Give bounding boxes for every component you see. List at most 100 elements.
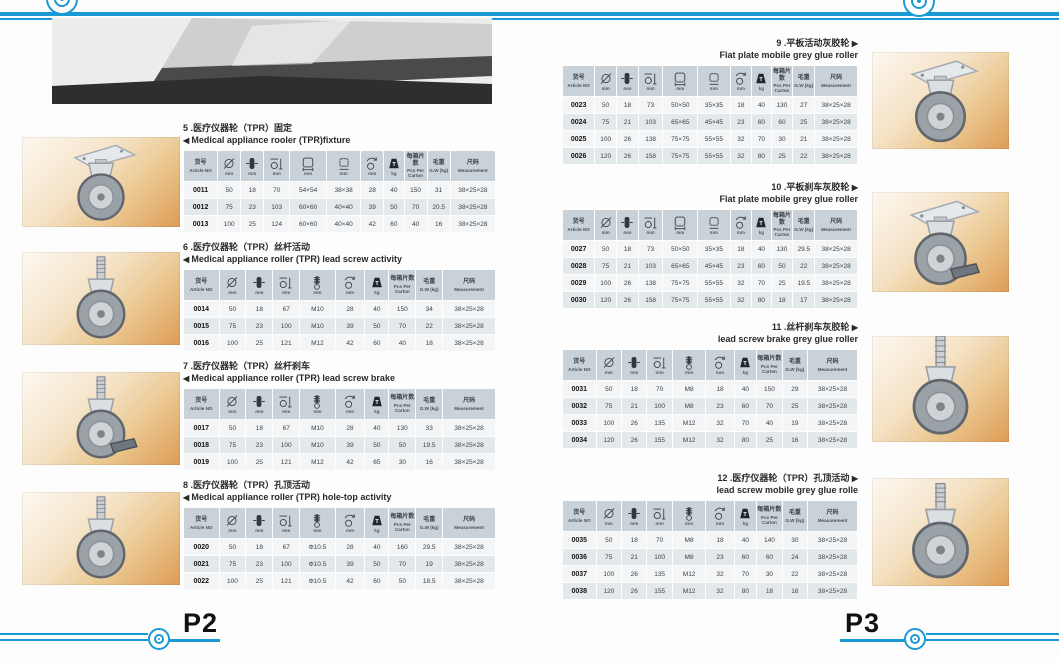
plate-size-icon	[675, 72, 686, 87]
left-arrow-icon: ◀	[183, 135, 192, 145]
spec-cell: 67	[273, 420, 300, 437]
wheel-width-icon: mm	[246, 389, 273, 420]
spec-cell: 67	[273, 539, 300, 556]
diameter-icon: mm	[596, 350, 621, 381]
table-row: 0024 75 21 103 65×65 45×45 23 60 60 25 38×25×28	[563, 114, 857, 131]
spec-cell: 32	[730, 148, 752, 165]
article-no-header: 货号 Article NO	[563, 501, 596, 532]
caster-photo-flat-plate-mobile	[872, 52, 1009, 149]
spec-cell: 22	[782, 566, 808, 583]
spec-cell: 75	[596, 549, 621, 566]
unit-label: mm	[255, 290, 264, 296]
wheel-width-icon: mm	[621, 350, 647, 381]
spec-cell: 38×25×28	[808, 432, 857, 449]
mount-height-icon: mm	[273, 389, 300, 420]
spec-cell: 50	[389, 573, 416, 590]
diameter-icon	[227, 515, 238, 526]
spec-cell: 42	[335, 454, 365, 471]
spec-cell: 32	[706, 566, 734, 583]
spec-cell: 40	[404, 216, 427, 233]
spec-cell: 28	[335, 420, 365, 437]
spec-cell: M12	[672, 583, 706, 600]
unit-label: kg	[374, 290, 380, 296]
swivel-radius-icon	[735, 216, 746, 229]
column-header-en: Pcs Per Carton	[761, 363, 778, 375]
article-no-cell: 0015	[184, 318, 219, 335]
section-title-en: ◀ Medical appliance roller (TPR) lead sc…	[183, 253, 402, 264]
spec-cell: 38×25×28	[808, 583, 857, 600]
diameter-icon	[227, 277, 238, 288]
column-header-zh: 货号	[572, 218, 585, 225]
stem-thread-icon: mm	[300, 270, 335, 301]
wheel-width-icon	[253, 515, 266, 527]
spec-cell: 18	[706, 532, 734, 549]
mount-height-icon	[644, 73, 657, 85]
unit-label: mm	[339, 171, 348, 177]
bolt-pitch-icon: mm	[698, 210, 730, 241]
unit-label: mm	[228, 290, 237, 296]
diameter-icon: mm	[596, 501, 621, 532]
unit-label: kg	[758, 230, 765, 236]
right-arrow-icon: ▶	[851, 39, 858, 48]
spec-cell: 38×25×28	[443, 556, 495, 573]
spec-cell: 75	[595, 114, 617, 131]
spec-cell: 70	[752, 131, 771, 148]
spec-cell: 19	[782, 415, 808, 432]
article-no-cell: 0011	[184, 182, 218, 199]
spec-cell: 21	[621, 398, 647, 415]
spec-cell: 38×38	[327, 182, 361, 199]
article-no-cell: 0024	[563, 114, 595, 131]
spec-cell: 16	[782, 583, 808, 600]
mount-height-icon	[270, 158, 283, 170]
spec-cell: 100	[273, 437, 300, 454]
spec-cell: 19	[416, 556, 443, 573]
spec-cell: 25	[771, 148, 793, 165]
column-header-zh: 尺码	[463, 397, 476, 404]
diameter-icon	[603, 508, 614, 519]
spec-cell: 38×25×28	[450, 216, 495, 233]
section-11: 11 .丝杆刹车灰胶轮 ▶ lead screw brake grey glue …	[562, 322, 858, 449]
spec-cell: 100	[219, 454, 246, 471]
stem-thread-icon	[314, 276, 321, 290]
load-capacity-icon: T	[372, 277, 382, 288]
article-no-header: 货号 Article NO	[563, 210, 595, 241]
spec-cell: 25	[246, 573, 273, 590]
gross-weight-header: 毛重 G.W (kg)	[416, 389, 443, 420]
spec-cell: 19.5	[793, 275, 815, 292]
column-header-en: Measurement	[821, 226, 851, 232]
column-header-en: Pcs Per Carton	[773, 227, 791, 238]
column-header-zh: 每箱片数	[757, 356, 782, 363]
unit-label: mm	[282, 290, 291, 296]
column-header-en: Article NO	[190, 405, 213, 411]
unit-label: mm	[709, 230, 718, 236]
wheel-width-icon: mm	[621, 501, 647, 532]
column-header-en: Measurement	[821, 82, 851, 88]
spec-cell: 75×75	[663, 148, 698, 165]
measurement-header: 尺码 Measurement	[815, 66, 857, 97]
column-header-en: G.W (kg)	[419, 286, 439, 292]
bolt-pitch-icon	[709, 73, 719, 85]
table-row: 0013 100 25 124 60×60 40×40 42 60 40 16 38×25×28	[184, 216, 495, 233]
spec-cell: 38×25×28	[443, 335, 495, 352]
spec-cell: 80	[734, 432, 757, 449]
spec-cell: 39	[335, 318, 365, 335]
pcs-per-carton-header: 每箱片数 Pcs Per Carton	[389, 389, 416, 420]
column-header-zh: 毛重	[423, 516, 436, 523]
mount-height-icon: mm	[638, 210, 663, 241]
unit-label: mm	[225, 171, 234, 177]
diameter-icon: mm	[219, 508, 246, 539]
mount-height-icon	[279, 277, 292, 289]
table-row: 0026 120 26 158 75×75 55×55 32 80 25 22 38×25×28	[563, 148, 857, 165]
measurement-header: 尺码 Measurement	[443, 389, 495, 420]
spec-cell: 50	[218, 182, 241, 199]
spec-cell: 40	[734, 381, 757, 398]
column-header-en: Article NO	[190, 286, 213, 292]
spec-cell: 70	[647, 381, 672, 398]
spec-cell: 30	[757, 566, 782, 583]
plate-size-icon: mm	[663, 210, 698, 241]
spec-cell: M8	[672, 381, 706, 398]
spec-cell: 21	[617, 114, 638, 131]
spec-cell: M8	[672, 549, 706, 566]
